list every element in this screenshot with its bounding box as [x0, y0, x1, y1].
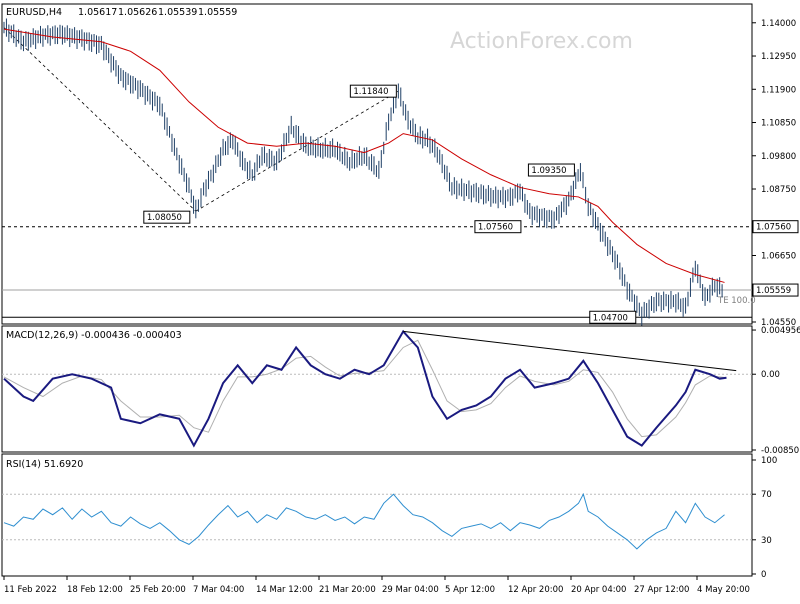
ohlc-high: 1.05626	[118, 7, 157, 18]
rsi-y-tick-label: 100	[761, 456, 777, 466]
x-tick-label: 29 Mar 04:00	[382, 585, 439, 595]
x-tick-label: 7 Mar 04:00	[193, 585, 244, 595]
ohlc-low: 1.05539	[158, 7, 197, 18]
price-annotation-label: 1.08050	[147, 213, 182, 223]
macd-y-tick-label: 0.00	[761, 370, 780, 380]
x-tick-label: 20 Apr 04:00	[571, 585, 626, 595]
rsi-y-tick-label: 70	[761, 490, 772, 500]
price-y-tick-label: 1.11900	[761, 85, 796, 95]
macd-line	[3, 329, 727, 448]
x-tick-label: 18 Feb 12:00	[67, 585, 123, 595]
price-y-tick-label: 1.09800	[761, 152, 796, 162]
macd-trendline	[403, 330, 737, 372]
ohlc-close: 1.05559	[198, 7, 237, 18]
price-level-badge	[752, 283, 799, 297]
x-tick-label: 12 Apr 20:00	[508, 585, 563, 595]
price-level-label: 1.05559	[756, 286, 791, 296]
price-y-tick-label: 1.06650	[761, 252, 796, 262]
price-level-label: 1.07560	[756, 223, 791, 233]
rsi-y-tick-label: 30	[761, 536, 772, 546]
x-tick-label: 27 Apr 12:00	[634, 585, 689, 595]
price-annotation-box	[527, 163, 575, 177]
price-annotation-label: 1.09350	[531, 166, 566, 176]
x-tick-label: 21 Mar 20:00	[319, 585, 376, 595]
small-label: TE 100.0	[717, 296, 756, 306]
macd-title: MACD(12,26,9) -0.000436 -0.000403	[6, 330, 182, 341]
ohlc-open: 1.05617	[78, 7, 117, 18]
price-trendline	[3, 27, 197, 212]
price-annotation-box	[349, 84, 397, 98]
x-tick-label: 5 Apr 12:00	[445, 585, 495, 595]
x-tick-label: 14 Mar 12:00	[256, 585, 313, 595]
rsi-y-tick-label: 0	[761, 570, 766, 580]
x-tick-label: 4 May 20:00	[697, 585, 750, 595]
price-annotation-box	[474, 220, 522, 234]
macd-y-tick-label: 0.004956	[761, 326, 800, 336]
x-tick-label: 11 Feb 2022	[4, 585, 57, 595]
rsi-line	[3, 492, 725, 550]
price-y-tick-label: 1.10850	[761, 119, 796, 129]
rsi-title: RSI(14) 51.6920	[6, 459, 83, 470]
symbol-timeframe: EURUSD,H4	[6, 7, 62, 18]
macd-panel	[1, 325, 753, 453]
price-y-tick-label: 1.12950	[761, 52, 796, 62]
price-annotation-label: 1.04700	[593, 313, 628, 323]
price-annotation-label: 1.07560	[478, 223, 513, 233]
watermark: ActionForex.com	[450, 29, 633, 54]
x-tick-label: 25 Feb 20:00	[130, 585, 186, 595]
macd-signal-line	[3, 339, 727, 438]
price-y-tick-label: 1.14000	[761, 19, 796, 29]
price-panel	[1, 3, 753, 325]
price-annotation-box	[143, 210, 191, 224]
price-annotation-label: 1.11840	[353, 87, 388, 97]
price-level-badge	[752, 220, 799, 234]
moving-average-line	[3, 28, 725, 283]
price-y-tick-label: 1.08750	[761, 185, 796, 195]
price-annotation-box	[589, 310, 637, 324]
price-y-tick-label: 1.04550	[761, 318, 796, 328]
